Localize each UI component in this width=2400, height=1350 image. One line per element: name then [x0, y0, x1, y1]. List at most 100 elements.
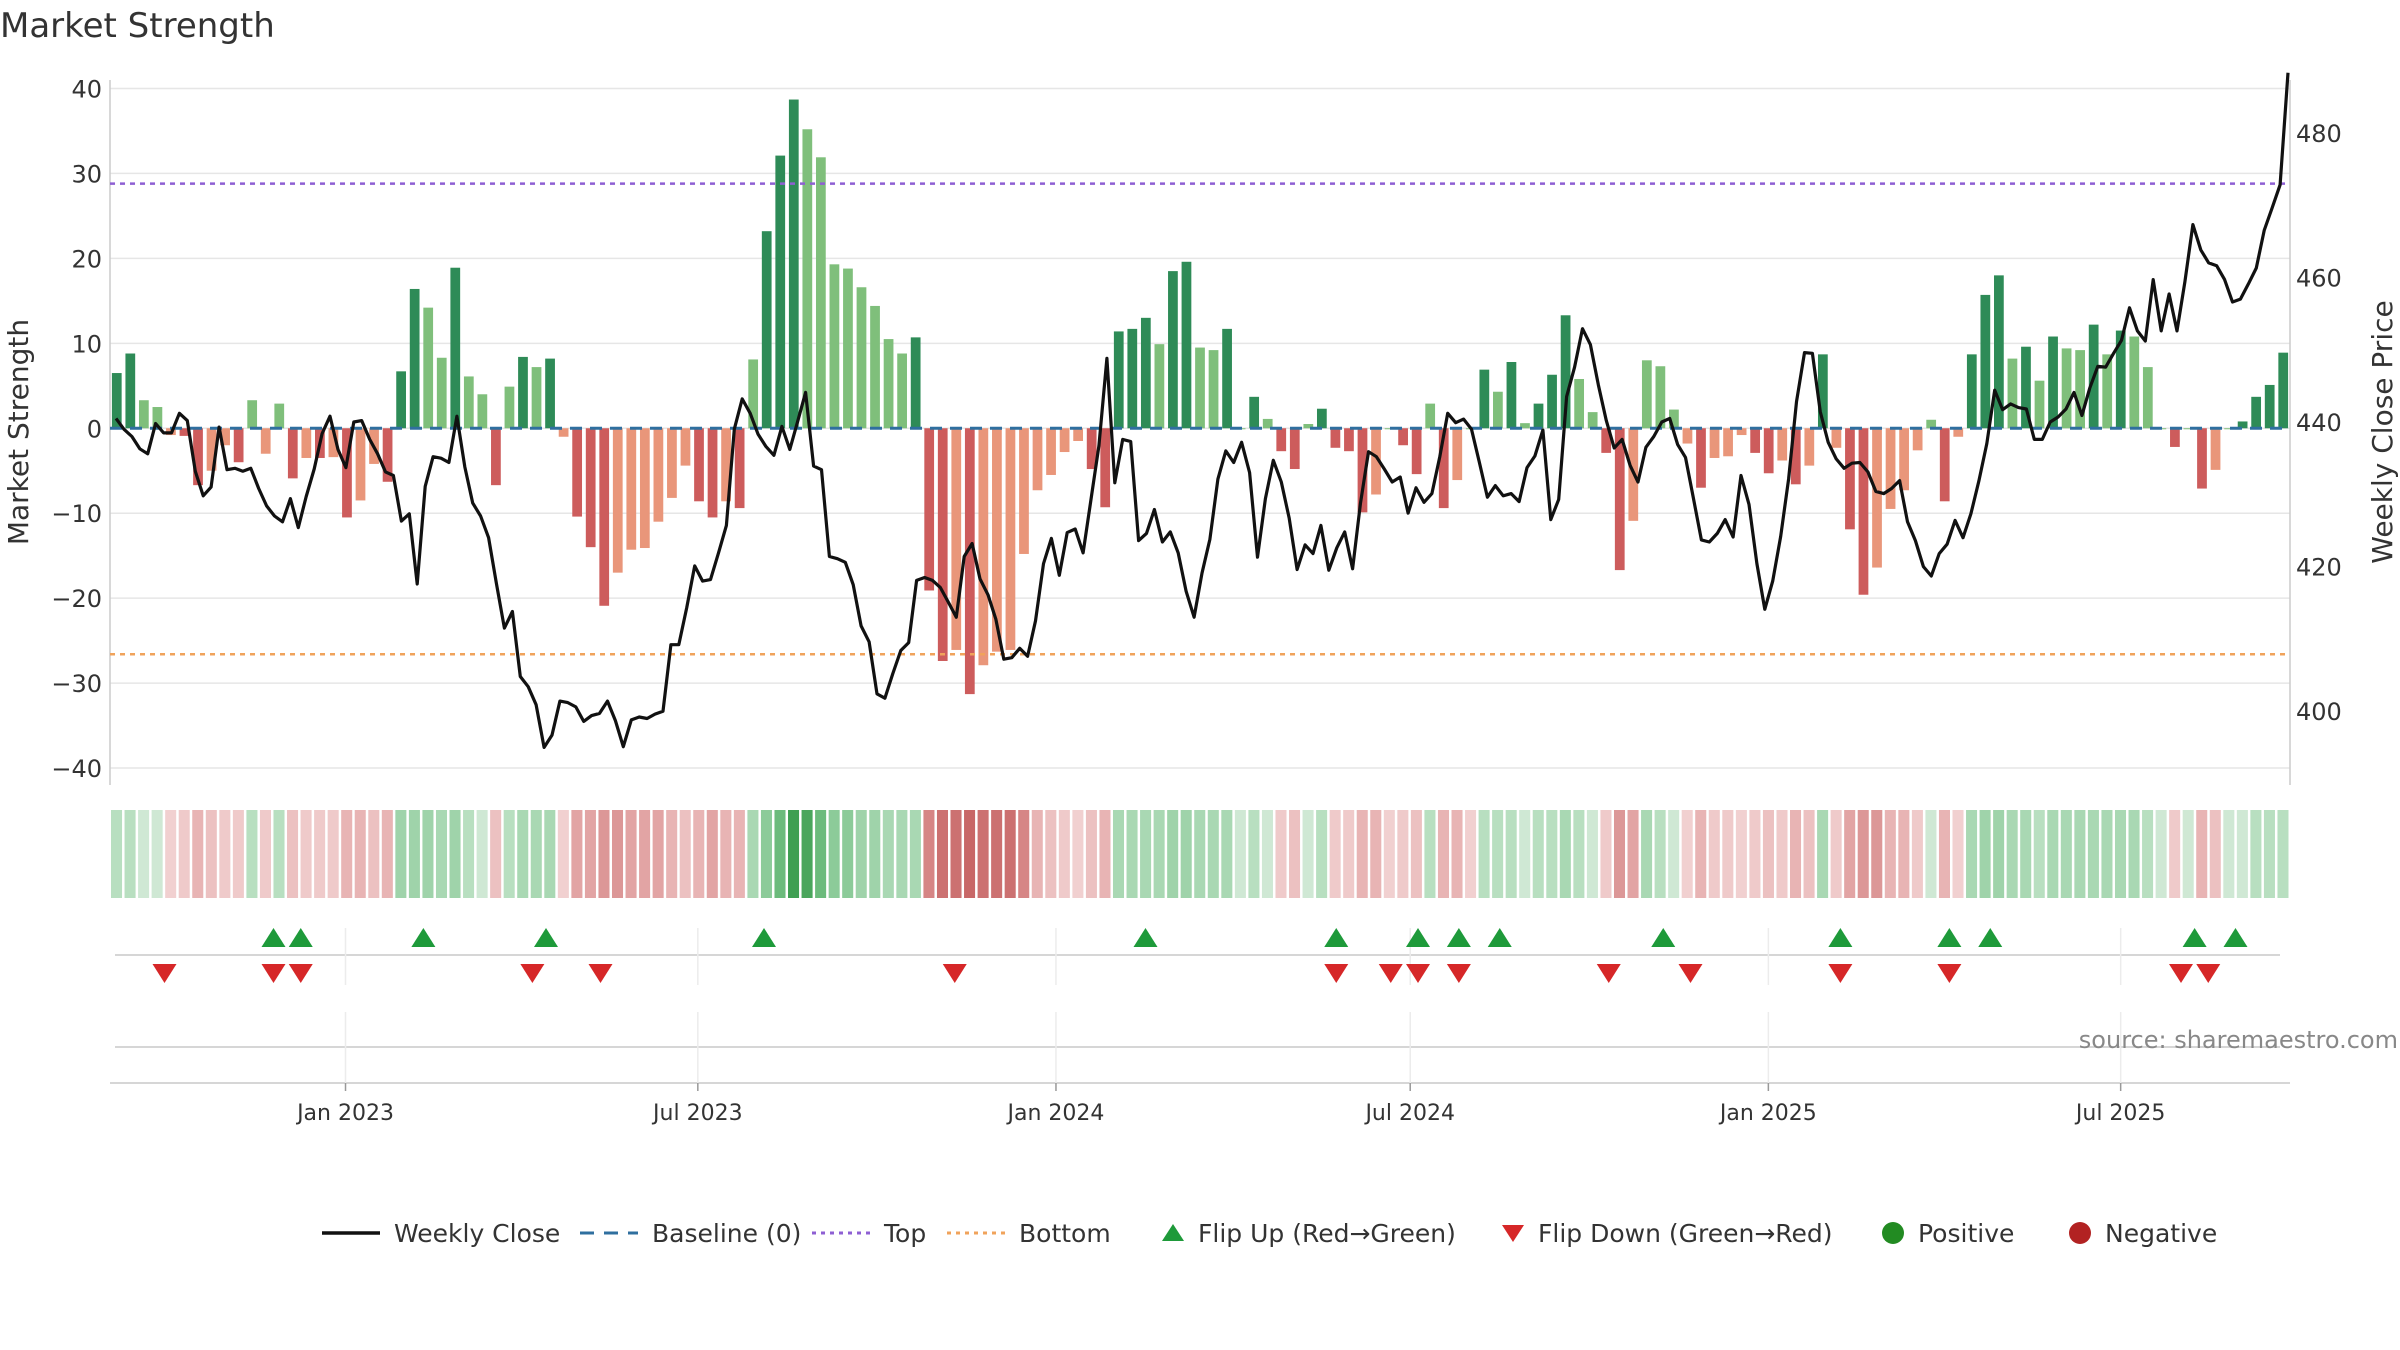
strip-cell: [205, 810, 217, 898]
strip-cell: [503, 810, 515, 898]
strip-cell: [138, 810, 150, 898]
strip-cell: [977, 810, 989, 898]
strip-cell: [720, 810, 732, 898]
legend-item: Bottom: [947, 1219, 1111, 1248]
flip-down-marker: [261, 964, 286, 983]
y2-tick-label: 460: [2296, 264, 2342, 292]
strip-cell: [476, 810, 488, 898]
strength-bar: [1425, 403, 1436, 429]
strip-cell: [679, 810, 691, 898]
legend-label: Top: [883, 1219, 926, 1248]
strip-cell: [1261, 810, 1273, 898]
strength-bar: [206, 428, 217, 471]
strip-cell: [1735, 810, 1747, 898]
strength-bar: [1872, 428, 1882, 568]
strip-cell: [2182, 810, 2194, 898]
strip-cell: [1099, 810, 1111, 898]
strength-bar: [463, 376, 474, 429]
strength-bar: [382, 428, 393, 482]
legend: Weekly Close Baseline (0) Top Bottom Flip Up…: [322, 1219, 2217, 1248]
flip-down-marker: [1678, 964, 1703, 983]
strip-cell: [1153, 810, 1165, 898]
strip-cell: [1708, 810, 1720, 898]
strength-bar: [342, 428, 352, 518]
flip-down-marker: [1596, 964, 1621, 983]
strength-bar: [1520, 423, 1530, 429]
flip-down-marker: [152, 964, 177, 983]
strip-cell: [1058, 810, 1070, 898]
strength-bar: [1506, 362, 1517, 429]
flip-down-marker: [520, 964, 545, 983]
strength-bar: [1086, 428, 1097, 470]
strength-bar: [287, 428, 298, 479]
strength-bar: [1222, 328, 1232, 429]
strip-cell: [1911, 810, 1923, 898]
strip-cell: [706, 810, 718, 898]
strip-cell: [598, 810, 610, 898]
strength-bar: [978, 428, 989, 666]
strip-cell: [1451, 810, 1463, 898]
strength-bar: [1845, 428, 1855, 530]
strength-bar: [1980, 294, 1991, 429]
strength-bar: [1736, 428, 1747, 436]
strip-cell: [1722, 810, 1734, 898]
strength-bar: [1723, 428, 1733, 457]
strength-bar: [436, 357, 447, 429]
y2-tick-label: 400: [2296, 698, 2342, 726]
strength-bar: [260, 428, 271, 454]
strength-bar: [2034, 380, 2045, 429]
strength-bar: [612, 428, 623, 573]
y-tick-label: 0: [87, 415, 102, 443]
strip-cell: [1248, 810, 1260, 898]
weekly-close-series: [114, 72, 2290, 750]
strength-bar: [247, 400, 258, 429]
strength-bar: [1533, 403, 1544, 429]
legend-item: Positive: [1882, 1219, 2014, 1248]
flip-down-marker: [942, 964, 967, 983]
strength-bar: [1289, 428, 1300, 470]
strip-cell: [571, 810, 583, 898]
strip-cell: [1668, 810, 1680, 898]
strip-cell: [1681, 810, 1693, 898]
strip-cell: [1302, 810, 1314, 898]
weekly-close-line: [114, 72, 2290, 750]
strength-bar: [748, 359, 759, 429]
strength-bar: [680, 428, 691, 466]
y2-tick-label: 420: [2296, 554, 2342, 582]
strip-cell: [1762, 810, 1774, 898]
strength-bar: [1696, 428, 1706, 488]
strength-bar: [1966, 354, 1977, 429]
strip-cell: [1072, 810, 1084, 898]
strip-cell: [1275, 810, 1287, 898]
strength-bar: [301, 428, 312, 458]
strength-bar: [761, 231, 772, 429]
flip-up-marker: [1133, 928, 1158, 947]
strength-bar: [2048, 336, 2058, 429]
strip-cell: [192, 810, 204, 898]
legend-item: Baseline (0): [580, 1219, 801, 1248]
strip-cell: [314, 810, 326, 898]
strip-cell: [1641, 810, 1653, 898]
strength-bar: [667, 428, 677, 498]
strength-bar: [2075, 350, 2085, 429]
strength-bar: [1059, 428, 1070, 453]
strength-bar: [1438, 428, 1449, 509]
strip-cell: [1329, 810, 1341, 898]
strength-bar: [1276, 428, 1287, 452]
strength-bar: [2237, 421, 2248, 429]
flip-up-marker: [1828, 928, 1853, 947]
strength-bar: [1330, 428, 1341, 448]
strength-bar: [1601, 428, 1612, 453]
legend-label: Flip Up (Red→Green): [1198, 1219, 1456, 1248]
strip-cell: [2236, 810, 2248, 898]
strength-bar: [1127, 328, 1138, 429]
strip-cell: [1167, 810, 1179, 898]
legend-label: Baseline (0): [652, 1219, 801, 1248]
strength-bar: [1899, 428, 1909, 491]
y-tick-label: 20: [71, 245, 102, 273]
strip-cell: [882, 810, 894, 898]
strip-cell: [1654, 810, 1666, 898]
strip-cell: [652, 810, 664, 898]
strength-bar: [897, 353, 907, 429]
strip-cell: [124, 810, 136, 898]
